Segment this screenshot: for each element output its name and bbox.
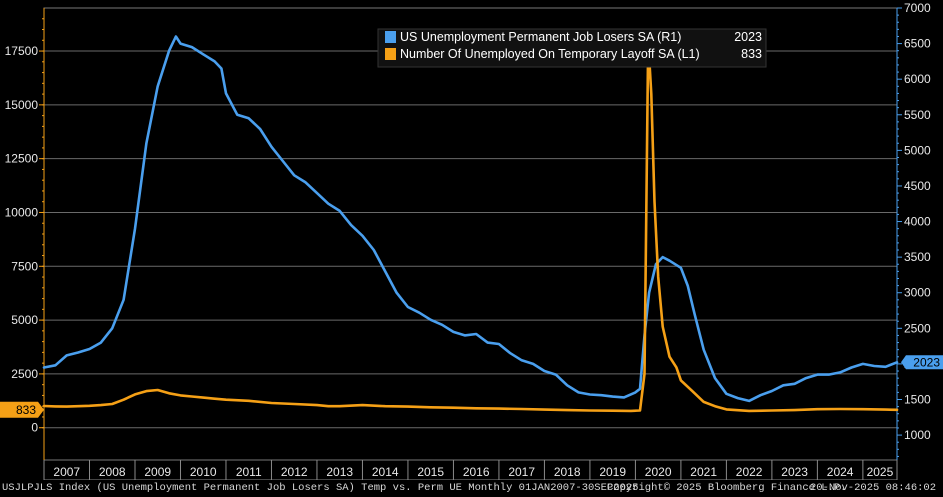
x-tick-label: 2018	[554, 465, 581, 479]
legend-value: 2023	[734, 30, 762, 44]
footer-copyright: Copyright© 2025 Bloomberg Finance L.P.	[607, 482, 847, 494]
x-tick-label: 2023	[781, 465, 808, 479]
legend-value: 833	[741, 47, 762, 61]
x-tick-label: 2014	[372, 465, 399, 479]
legend-label: Number Of Unemployed On Temporary Layoff…	[400, 47, 700, 61]
x-tick-label: 2015	[417, 465, 444, 479]
x-tick-label: 2008	[99, 465, 126, 479]
left-last-value-tag	[0, 401, 44, 418]
left-tick-label: 12500	[5, 152, 39, 166]
right-tick-label: 1500	[904, 392, 931, 406]
right-last-value-text: 2023	[913, 355, 940, 369]
x-tick-label: 2022	[736, 465, 763, 479]
right-tick-label: 4500	[904, 179, 931, 193]
series-group	[42, 35, 899, 413]
left-tick-label: 7500	[11, 259, 38, 273]
left-tick-label: 10000	[5, 205, 39, 219]
right-tick-label: 6000	[904, 72, 931, 86]
x-tick-label: 2021	[690, 465, 717, 479]
right-tick-label: 5000	[904, 143, 931, 157]
legend-swatch	[385, 48, 396, 60]
x-tick-label: 2011	[236, 465, 262, 479]
right-tick-label: 5500	[904, 108, 931, 122]
left-last-value-text: 833	[16, 403, 36, 417]
footer-date: 20-Nov-2025 08:46:02	[810, 482, 937, 494]
right-last-value-tag	[901, 355, 943, 370]
x-tick-label: 2025	[867, 465, 894, 479]
x-tick-label: 2013	[326, 465, 353, 479]
right-tick-label: 7000	[904, 1, 931, 15]
x-tick-label: 2007	[53, 465, 80, 479]
right-tick-label: 2500	[904, 321, 931, 335]
x-tick-label: 2016	[463, 465, 490, 479]
permanent-job-losers-line	[42, 35, 899, 403]
right-tick-label: 1000	[904, 428, 931, 442]
legend-swatch	[385, 31, 396, 43]
x-tick-label: 2012	[281, 465, 308, 479]
footer: USJLPJLS Index (US Unemployment Permanen…	[0, 480, 943, 497]
footer-source: USJLPJLS Index (US Unemployment Permanen…	[2, 482, 639, 494]
x-tick-label: 2009	[144, 465, 171, 479]
right-tick-label: 4000	[904, 215, 931, 229]
right-tick-label: 6500	[904, 37, 931, 51]
x-tick-label: 2010	[190, 465, 217, 479]
left-tick-label: 5000	[11, 313, 38, 327]
temporary-layoff-line	[42, 39, 899, 413]
legend[interactable]: Number Of Unemployed On Temporary Layoff…	[377, 28, 767, 68]
x-tick-label: 2017	[508, 465, 535, 479]
right-tick-label: 3000	[904, 286, 931, 300]
x-tick-label: 2020	[645, 465, 672, 479]
left-tick-label: 2500	[11, 367, 38, 381]
last-value-labels: 2023 833	[0, 355, 943, 418]
left-tick-label: 17500	[5, 44, 39, 58]
legend-label: US Unemployment Permanent Job Losers SA …	[400, 30, 681, 44]
left-tick-label: 0	[31, 421, 38, 435]
left-y-axis: 0 2500 5000 7500 10000 12500 15000 17500	[5, 8, 45, 460]
x-axis: 2007 2008 2009 2010 2011 2012 2013 2014 2015 2016…	[43, 460, 898, 481]
x-tick-label: 2019	[599, 465, 626, 479]
legend-box	[377, 28, 767, 68]
right-tick-label: 3500	[904, 250, 931, 264]
left-tick-label: 15000	[5, 98, 39, 112]
x-tick-label: 2024	[827, 465, 854, 479]
grid	[43, 7, 898, 461]
